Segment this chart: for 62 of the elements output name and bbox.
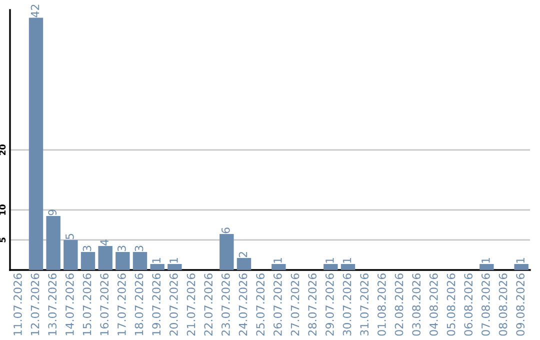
x-tick-label: 05.08.2026	[446, 273, 456, 336]
x-tick-label: 28.07.2026	[308, 273, 317, 336]
x-tick-label: 27.07.2026	[290, 273, 300, 336]
x-tick-label: 30.07.2026	[342, 273, 352, 336]
x-tick-label: 24.07.2026	[238, 273, 248, 336]
bar	[168, 264, 182, 270]
x-tick-label: 06.08.2026	[464, 273, 473, 336]
data-label: 1	[274, 258, 282, 263]
x-tick-label: 04.08.2026	[429, 273, 438, 336]
x-tick-label: 21.07.2026	[186, 273, 196, 336]
x-tick-label: 18.07.2026	[134, 273, 144, 336]
data-label: 5	[66, 234, 74, 240]
bar	[150, 264, 164, 270]
data-label: 3	[134, 246, 144, 252]
data-label: 1	[170, 258, 178, 263]
data-label: 9	[48, 210, 57, 216]
x-tick-label: 22.07.2026	[204, 273, 213, 336]
bar	[514, 264, 528, 270]
x-tick-label: 07.08.2026	[481, 273, 490, 336]
bar	[64, 240, 78, 270]
bar	[46, 216, 60, 270]
bar	[236, 258, 252, 270]
bar	[480, 264, 494, 270]
data-label: 2	[238, 252, 248, 258]
x-tick-label: 29.07.2026	[325, 273, 334, 336]
data-label: 1	[326, 258, 334, 263]
data-label: 1	[152, 258, 160, 263]
x-tick-label: 09.08.2026	[516, 273, 525, 336]
x-tick-label: 19.07.2026	[152, 273, 161, 336]
x-tick-label: 23.07.2026	[221, 273, 230, 336]
data-label: 6	[221, 228, 230, 234]
bar	[80, 252, 96, 270]
bar	[272, 264, 286, 270]
x-tick-label: 01.08.2026	[377, 273, 386, 336]
bar	[28, 18, 44, 270]
data-label: 1	[516, 258, 524, 263]
bar	[340, 264, 356, 270]
x-tick-label: 31.07.2026	[360, 273, 369, 336]
data-label: 1	[342, 258, 352, 263]
x-tick-label: 26.07.2026	[273, 273, 282, 336]
x-tick-label: 17.07.2026	[117, 273, 126, 336]
data-label: 42	[30, 4, 40, 18]
x-tick-label: 02.08.2026	[394, 273, 404, 336]
bar	[220, 234, 234, 270]
x-tick-label: 11.07.2026	[13, 273, 22, 336]
x-tick-label: 08.08.2026	[498, 273, 508, 336]
data-label: 4	[100, 240, 108, 246]
data-label: 3	[117, 246, 126, 252]
x-tick-label: 15.07.2026	[82, 273, 92, 336]
data-label: 3	[82, 246, 92, 252]
bar	[132, 252, 148, 270]
x-tick-label: 03.08.2026	[412, 273, 421, 336]
bar	[324, 264, 338, 270]
x-tick-label: 13.07.2026	[48, 273, 57, 336]
x-tick-label: 20.07.2026	[169, 273, 178, 336]
bar	[98, 246, 112, 270]
x-tick-label: 25.07.2026	[256, 273, 265, 336]
x-tick-label: 14.07.2026	[65, 273, 74, 336]
data-label: 1	[482, 258, 490, 263]
x-tick-label: 16.07.2026	[100, 273, 109, 336]
x-tick-label: 12.07.2026	[30, 273, 40, 336]
bar	[116, 252, 130, 270]
